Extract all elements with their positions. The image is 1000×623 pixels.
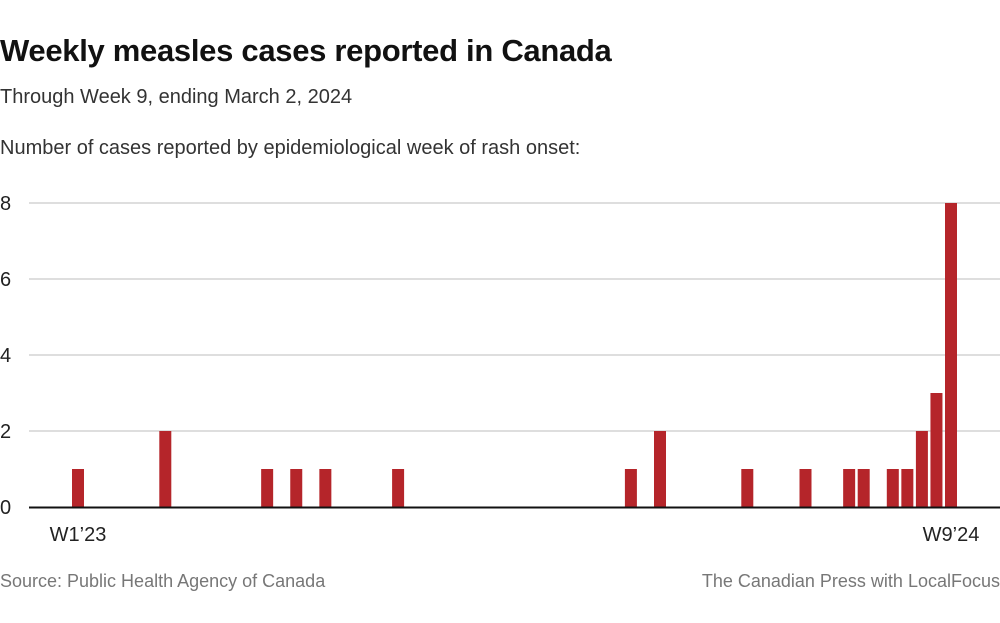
bar	[843, 469, 856, 507]
bar	[901, 469, 914, 507]
y-tick-label: 2	[0, 421, 11, 443]
y-tick-label: 0	[0, 497, 11, 519]
bars	[72, 203, 957, 507]
x-tick-label: W1’23	[50, 524, 107, 546]
bar	[930, 393, 943, 507]
bar	[624, 469, 637, 507]
x-axis-ticks: W1’23 W9’24	[50, 524, 980, 546]
bar	[654, 431, 666, 507]
source-note: Source: Public Health Agency of Canada	[0, 571, 326, 591]
bar	[290, 469, 303, 507]
bar	[319, 469, 332, 507]
bar	[945, 203, 957, 507]
bar	[799, 469, 812, 507]
y-tick-label: 8	[0, 193, 11, 215]
bar	[392, 469, 405, 507]
bar	[886, 469, 899, 507]
bar	[159, 431, 172, 507]
x-tick-label: W9’24	[923, 524, 980, 546]
bar	[261, 469, 274, 507]
y-tick-label: 6	[0, 269, 11, 291]
y-tick-label: 4	[0, 345, 11, 367]
credit-note: The Canadian Press with LocalFocus	[701, 571, 1000, 591]
chart-title: Weekly measles cases reported in Canada	[0, 33, 612, 68]
bar	[915, 431, 928, 507]
y-axis-ticks: 0 2 4 6 8	[0, 193, 11, 519]
y-axis-caption: Number of cases reported by epidemiologi…	[0, 137, 581, 159]
chart-subtitle: Through Week 9, ending March 2, 2024	[0, 86, 353, 108]
bar	[72, 469, 84, 507]
gridlines	[29, 202, 1000, 432]
bar	[741, 469, 754, 507]
bar	[857, 469, 870, 507]
